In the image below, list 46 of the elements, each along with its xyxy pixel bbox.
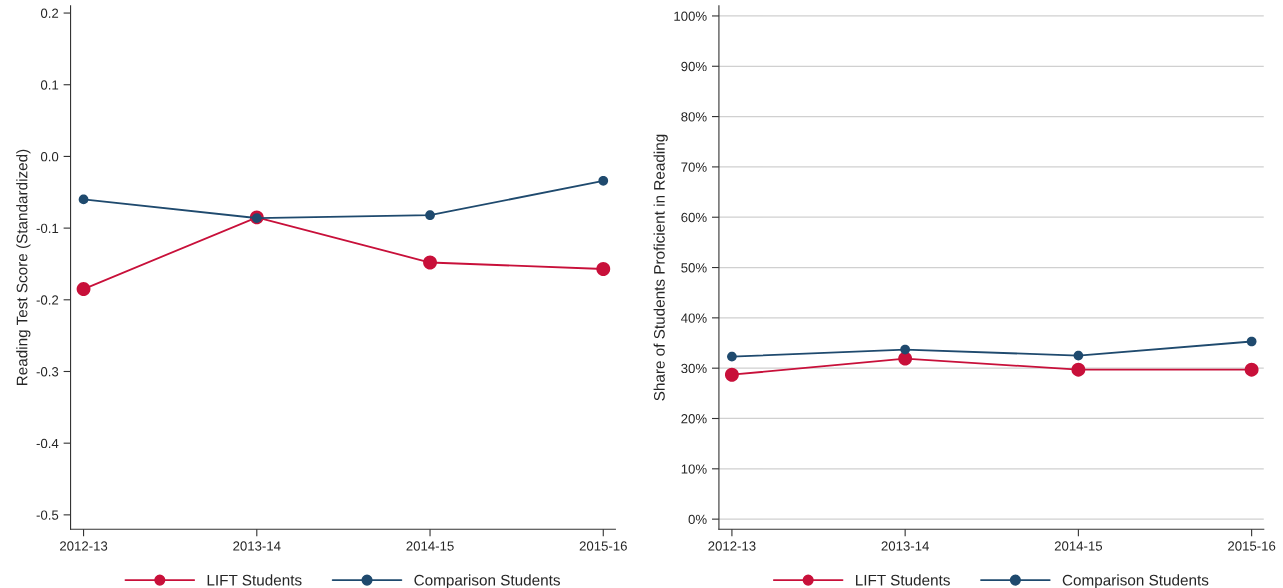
x-tick-label: 2013-14 — [233, 541, 281, 551]
x-tick-label: 2014-15 — [406, 541, 454, 551]
y-tick-label: 70% — [681, 162, 707, 172]
point — [596, 262, 611, 276]
y-tick-label: 0.1 — [40, 80, 59, 90]
y-tick-label: 10% — [681, 464, 707, 474]
y-tick-label: 50% — [681, 263, 707, 273]
y-axis-title: Reading Test Score (Standardized) — [16, 149, 31, 386]
y-tick-label: -0.4 — [36, 438, 59, 449]
point — [1246, 336, 1257, 347]
y-tick-label: -0.3 — [36, 367, 59, 377]
y-tick-label: 90% — [681, 61, 707, 72]
y-tick-label: 20% — [681, 414, 707, 424]
x-tick-label: 2015-16 — [1228, 541, 1276, 551]
legend-label: Comparison Students — [1062, 574, 1209, 588]
y-tick-label: 80% — [681, 112, 707, 122]
y-tick-label: 0.2 — [40, 8, 59, 18]
y-tick-label: 40% — [681, 313, 707, 323]
y-tick-label: 100% — [674, 11, 707, 21]
y-tick-label: -0.2 — [36, 295, 59, 305]
point — [900, 344, 911, 355]
point — [1244, 362, 1259, 377]
x-tick-label: 2012-13 — [60, 541, 108, 551]
y-axis-title: Share of Students Proficient in Reading — [653, 134, 668, 401]
legend-label: LIFT Students — [207, 574, 302, 586]
point — [78, 194, 89, 205]
y-tick-label: -0.5 — [36, 510, 59, 520]
point — [1071, 362, 1086, 377]
y-tick-label: 60% — [681, 212, 707, 223]
x-tick-label: 2015-16 — [579, 541, 627, 551]
point — [423, 255, 437, 270]
y-tick-label: -0.1 — [36, 223, 59, 234]
y-tick-label: 0% — [688, 514, 707, 525]
legend-label: LIFT Students — [856, 574, 950, 586]
x-tick-label: 2014-15 — [1054, 541, 1103, 551]
y-tick-label: 30% — [681, 363, 707, 374]
x-tick-label: 2013-14 — [881, 541, 929, 551]
point — [727, 351, 737, 362]
point — [425, 210, 435, 221]
x-tick-label: 2012-13 — [708, 541, 756, 551]
y-tick-label: 0.0 — [40, 151, 59, 162]
point — [598, 175, 609, 186]
point — [724, 367, 739, 382]
legend-label: Comparison Students — [414, 574, 560, 588]
point — [1073, 350, 1084, 361]
point — [76, 282, 91, 296]
